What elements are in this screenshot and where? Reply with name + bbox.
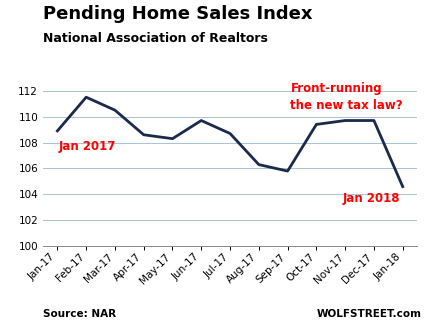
Text: Pending Home Sales Index: Pending Home Sales Index [43, 5, 313, 23]
Text: National Association of Realtors: National Association of Realtors [43, 32, 268, 45]
Text: WOLFSTREET.com: WOLFSTREET.com [316, 309, 421, 319]
Text: Jan 2017: Jan 2017 [59, 140, 116, 153]
Text: Jan 2018: Jan 2018 [342, 192, 400, 205]
Text: Front-running
the new tax law?: Front-running the new tax law? [291, 82, 403, 112]
Text: Source: NAR: Source: NAR [43, 309, 116, 319]
